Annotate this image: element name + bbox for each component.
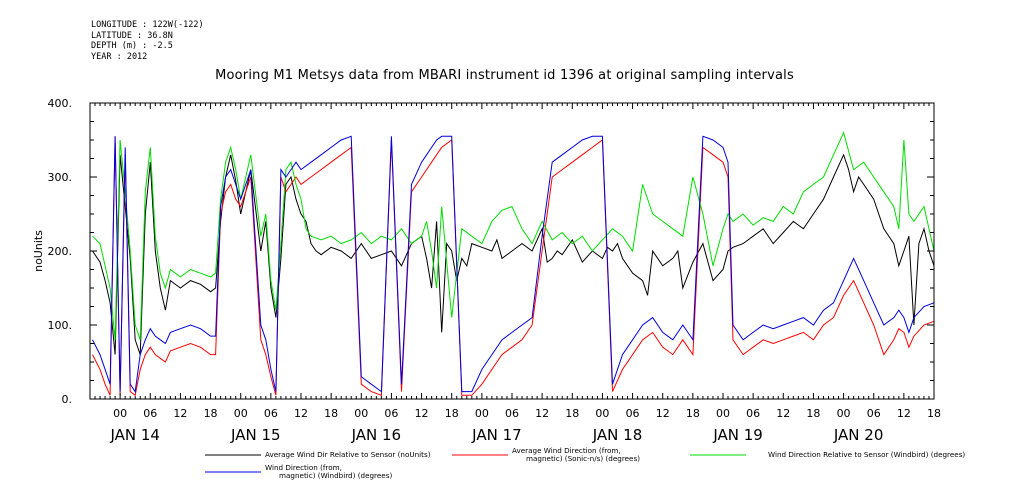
x-hour-tick-label: 12: [294, 407, 308, 420]
depth-text: DEPTH (m) : -2.5: [91, 41, 173, 51]
x-hour-tick-label: 06: [626, 407, 640, 420]
y-tick-label: 200.: [48, 245, 73, 258]
series-line: [92, 153, 935, 355]
legend-label: magnetic) (Sonic-n/s) (degrees): [526, 454, 640, 463]
x-hour-tick-label: 00: [234, 407, 248, 420]
x-hour-tick-label: 18: [806, 407, 820, 420]
x-hour-tick-label: 00: [113, 407, 127, 420]
legend-label: Average Wind Dir Relative to Sensor (noU…: [265, 450, 431, 459]
series-line: [92, 131, 935, 340]
x-hour-tick-label: 06: [505, 407, 519, 420]
chart-title: Mooring M1 Metsys data from MBARI instru…: [215, 68, 794, 83]
y-tick-label: 0.: [62, 393, 73, 406]
x-hour-tick-label: 00: [716, 407, 730, 420]
x-hour-tick-label: 06: [264, 407, 278, 420]
x-day-label: JAN 18: [592, 426, 643, 444]
x-hour-tick-label: 00: [837, 407, 851, 420]
x-hour-tick-label: 12: [656, 407, 670, 420]
series-line: [92, 136, 935, 397]
x-hour-tick-label: 18: [204, 407, 218, 420]
x-hour-tick-label: 06: [143, 407, 157, 420]
y-tick-label: 100.: [48, 319, 73, 332]
y-tick-label: 300.: [48, 171, 73, 184]
x-hour-tick-label: 18: [324, 407, 338, 420]
x-hour-tick-label: 06: [867, 407, 881, 420]
x-hour-tick-label: 12: [897, 407, 911, 420]
metadata-block: LONGITUDE : 122W(-122) LATITUDE : 36.8N …: [91, 20, 204, 62]
axes: 00 06 12 18 00 06 12 18 00 06 12 18 00 06 12 18 00 06 12 18…: [48, 97, 942, 444]
series-line: [92, 135, 935, 393]
legend-label: Wind Direction (from,: [265, 463, 342, 472]
x-day-label: JAN 19: [712, 426, 763, 444]
plot-lines: [92, 131, 935, 397]
y-axis-label: noUnits: [32, 230, 45, 272]
x-hour-tick-label: 18: [445, 407, 459, 420]
x-hour-tick-label: 18: [565, 407, 579, 420]
x-hour-tick-label: 06: [746, 407, 760, 420]
x-hour-tick-label: 18: [927, 407, 941, 420]
x-day-label: JAN 16: [351, 426, 402, 444]
y-tick-label: 400.: [48, 97, 73, 110]
x-hour-tick-label: 00: [595, 407, 609, 420]
legend-label: magnetic) (Windbird) (degrees): [279, 471, 392, 480]
x-hour-tick-label: 06: [384, 407, 398, 420]
x-hour-tick-label: 12: [415, 407, 429, 420]
legend-label: Wind Direction Relative to Sensor (Windb…: [768, 450, 965, 459]
x-day-label: JAN 15: [230, 426, 281, 444]
legend: Average Wind Dir Relative to Sensor (noU…: [205, 446, 965, 480]
x-hour-tick-label: 00: [354, 407, 368, 420]
longitude-text: LONGITUDE : 122W(-122): [91, 20, 204, 30]
legend-label: Average Wind Direction (from,: [512, 446, 621, 455]
x-day-label: JAN 20: [833, 426, 884, 444]
x-hour-tick-label: 18: [686, 407, 700, 420]
x-day-label: JAN 14: [109, 426, 160, 444]
x-hour-tick-label: 00: [475, 407, 489, 420]
year-text: YEAR : 2012: [91, 51, 148, 62]
x-hour-tick-label: 12: [535, 407, 549, 420]
latitude-text: LATITUDE : 36.8N: [91, 30, 173, 41]
x-day-label: JAN 17: [471, 426, 522, 444]
x-hour-tick-label: 12: [776, 407, 790, 420]
x-hour-tick-label: 12: [173, 407, 187, 420]
